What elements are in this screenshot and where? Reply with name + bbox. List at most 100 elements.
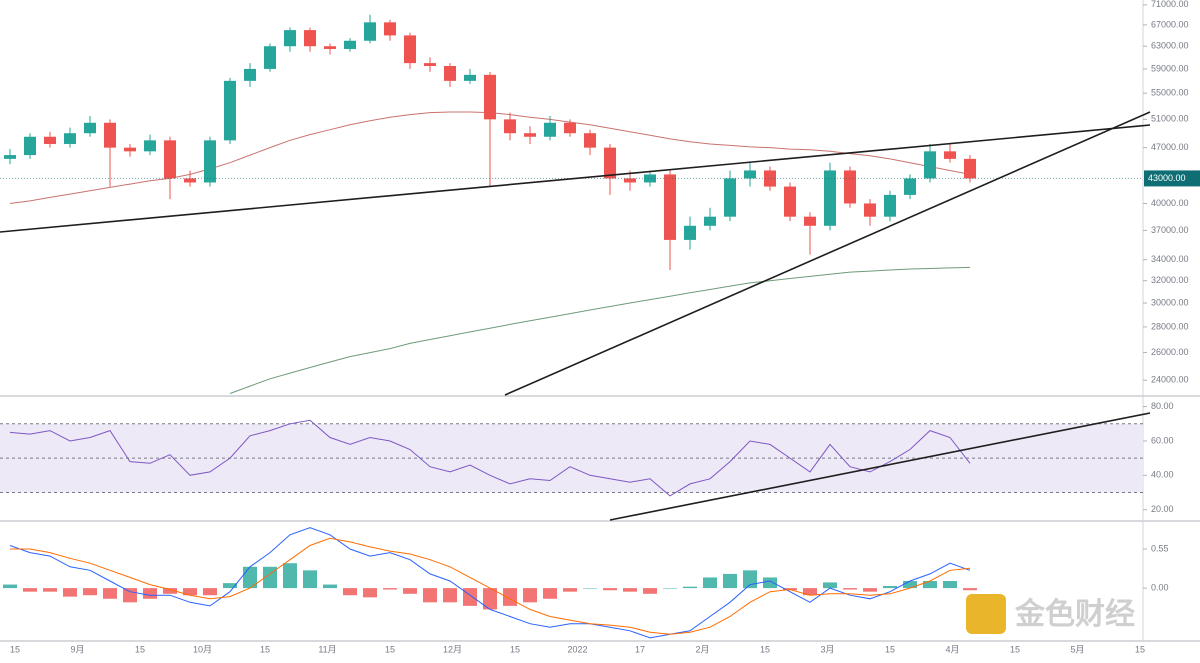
y-tick-label: 28000.00 <box>1151 321 1189 331</box>
rsi-line <box>9 419 971 497</box>
y-tick-label: 60.00 <box>1151 435 1174 445</box>
macd-histogram-bar <box>23 588 37 592</box>
candle-body <box>804 216 816 226</box>
candle-body <box>644 174 656 183</box>
macd-histogram-bar <box>183 588 197 596</box>
candle-body <box>504 119 516 134</box>
macd-histogram-bar <box>123 588 137 603</box>
x-tick-label: 3月 <box>820 644 834 654</box>
x-tick-label: 15 <box>135 644 145 654</box>
macd-histogram-bar <box>103 588 117 599</box>
x-tick-label: 15 <box>1135 644 1145 654</box>
last-price-box <box>1144 170 1200 187</box>
x-tick-label: 17 <box>635 644 645 654</box>
signal-line <box>10 537 971 635</box>
x-tick-label: 9月 <box>70 644 84 654</box>
macd-histogram-bar <box>903 581 917 589</box>
macd-histogram-bar <box>483 588 497 610</box>
candle-body <box>944 151 956 159</box>
macd-histogram-bar <box>343 588 357 596</box>
candle-body <box>704 216 716 226</box>
x-tick-label: 12月 <box>443 644 462 654</box>
macd-histogram-bar <box>943 581 957 589</box>
watermark-logo <box>966 594 1006 634</box>
candle-body <box>24 136 36 156</box>
candle-body <box>924 151 936 179</box>
candle-body <box>224 80 236 141</box>
macd-histogram-bar <box>623 588 637 592</box>
candle-body <box>564 122 576 134</box>
macd-histogram-bar <box>63 588 77 597</box>
candle-body <box>684 225 696 240</box>
candle-body <box>484 74 496 120</box>
candle-body <box>404 35 416 64</box>
candle-body <box>464 74 476 81</box>
y-tick-label: 40000.00 <box>1151 198 1189 208</box>
y-tick-label: 80.00 <box>1151 401 1174 411</box>
macd-histogram-bar <box>223 583 237 589</box>
macd-histogram-bar <box>683 586 697 589</box>
candle-body <box>524 133 536 137</box>
macd-histogram-bar <box>503 588 517 606</box>
candle-body <box>544 122 556 137</box>
y-tick-label: 51000.00 <box>1151 114 1189 124</box>
x-tick-label: 15 <box>10 644 20 654</box>
y-tick-label: 63000.00 <box>1151 41 1189 51</box>
y-tick-label: 67000.00 <box>1151 19 1189 29</box>
macd-histogram-bar <box>403 588 417 594</box>
macd-histogram-bar <box>663 588 677 589</box>
candle-body <box>244 68 256 81</box>
x-tick-label: 2022 <box>567 644 587 654</box>
macd-histogram-bar <box>3 584 17 589</box>
macd-histogram-bar <box>963 588 977 591</box>
candle-body <box>144 140 156 152</box>
macd-histogram-bar <box>463 588 477 606</box>
macd-histogram-bar <box>263 566 277 589</box>
candle-body <box>964 158 976 179</box>
last-price-label: 43000.00 <box>1148 173 1186 183</box>
macd-histogram-bar <box>523 588 537 603</box>
candle-body <box>64 133 76 144</box>
trend-line <box>609 412 1151 521</box>
watermark: 金色财经 <box>966 594 1135 634</box>
macd-histogram-bar <box>383 588 397 590</box>
candle-body <box>4 155 16 159</box>
candle-body <box>124 147 136 152</box>
macd-histogram-bar <box>43 588 57 592</box>
macd-histogram-bar <box>583 588 597 589</box>
candle-body <box>184 178 196 183</box>
trend-line <box>0 124 1151 233</box>
macd-histogram-bar <box>83 588 97 596</box>
candle-body <box>724 178 736 217</box>
macd-histogram-bar <box>743 570 757 589</box>
candle-body <box>844 170 856 204</box>
macd-histogram-bar <box>283 563 297 589</box>
candle-body <box>44 136 56 144</box>
candle-body <box>604 147 616 179</box>
candle-body <box>284 30 296 47</box>
macd-histogram-bar <box>803 588 817 596</box>
y-tick-label: 71000.00 <box>1151 0 1189 9</box>
candle-body <box>904 178 916 195</box>
macd-histogram-bar <box>543 588 557 599</box>
candle-body <box>324 46 336 49</box>
candle-body <box>264 46 276 69</box>
y-tick-label: 26000.00 <box>1151 347 1189 357</box>
candle-body <box>164 140 176 179</box>
y-tick-label: 47000.00 <box>1151 142 1189 152</box>
candle-body <box>84 122 96 134</box>
macd-histogram-bar <box>723 573 737 589</box>
x-tick-label: 15 <box>385 644 395 654</box>
macd-histogram-bar <box>563 588 577 592</box>
macd-histogram-bar <box>303 570 317 589</box>
y-tick-label: 55000.00 <box>1151 88 1189 98</box>
x-tick-label: 15 <box>260 644 270 654</box>
macd-histogram-bar <box>423 588 437 603</box>
candle-body <box>364 22 376 41</box>
y-tick-label: 0.55 <box>1151 543 1169 553</box>
candle-body <box>764 170 776 187</box>
candle-body <box>744 170 756 179</box>
y-tick-label: 32000.00 <box>1151 275 1189 285</box>
x-tick-label: 15 <box>885 644 895 654</box>
